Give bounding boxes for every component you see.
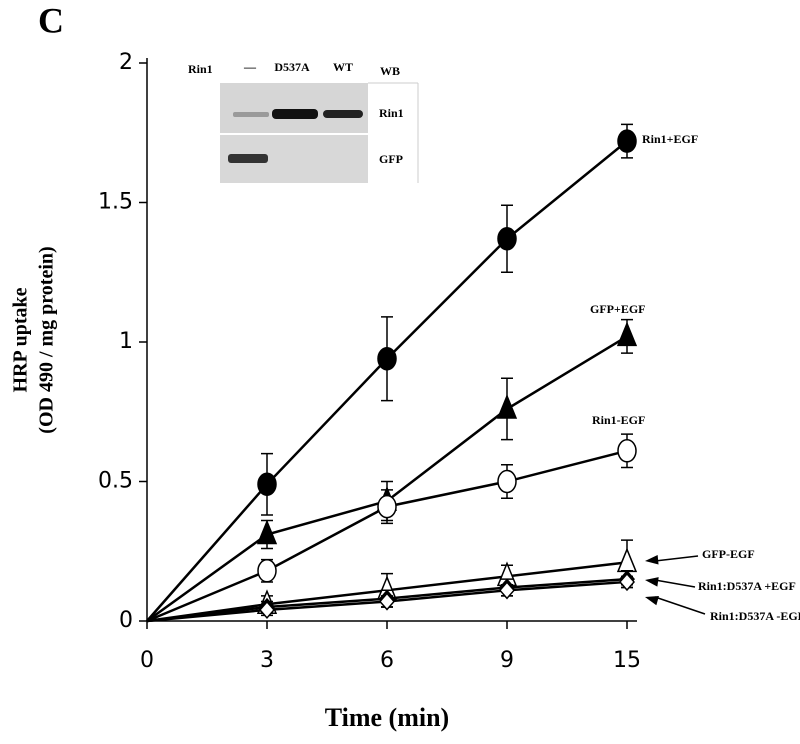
arrow-head	[645, 595, 659, 606]
marker	[619, 572, 635, 592]
marker	[497, 227, 517, 251]
marker	[259, 600, 275, 619]
marker	[497, 469, 517, 494]
inset-label: GFP	[379, 152, 403, 166]
y-axis-label: (OD 490 / mg protein)	[36, 246, 58, 433]
inset: Rin1 — D537A WT WB Rin1 GFP	[188, 60, 419, 183]
inset-label: Rin1	[379, 106, 404, 120]
marker	[257, 559, 277, 583]
arrow	[654, 596, 706, 615]
inset-label: —	[243, 60, 257, 74]
x-tick-label: 6	[380, 648, 394, 673]
arrow	[654, 555, 699, 562]
y-tick-label: 1.5	[98, 190, 133, 215]
marker	[257, 472, 277, 497]
series-label: Rin1-EGF	[592, 413, 645, 427]
marker	[616, 321, 638, 347]
inset-label: WT	[333, 60, 353, 74]
inset-label: WB	[380, 64, 400, 78]
series-label: Rin1:D537A +EGF	[698, 579, 796, 593]
marker	[377, 346, 397, 371]
inset-label: D537A	[274, 60, 310, 74]
marker	[377, 494, 397, 519]
x-tick-label: 15	[613, 648, 641, 673]
band	[233, 112, 269, 117]
arrow	[654, 579, 696, 588]
marker	[617, 129, 637, 153]
marker	[256, 519, 278, 545]
band	[228, 154, 268, 163]
marker	[499, 581, 515, 600]
blot-panel	[220, 83, 368, 133]
x-axis-label: Time (min)	[325, 703, 449, 732]
panel-letter: C	[38, 0, 64, 40]
series-label: GFP+EGF	[590, 302, 646, 316]
marker	[616, 547, 638, 573]
marker	[496, 393, 518, 419]
band	[323, 110, 363, 118]
y-tick-label: 0	[119, 608, 133, 633]
inset-label: Rin1	[188, 62, 213, 76]
marker	[617, 439, 637, 463]
y-tick-label: 2	[119, 50, 133, 75]
y-tick-label: 0.5	[98, 469, 133, 494]
marker	[379, 592, 395, 611]
x-tick-label: 9	[500, 648, 514, 673]
series-label: Rin1+EGF	[642, 132, 698, 146]
series-label: GFP-EGF	[702, 547, 755, 561]
y-axis-label: HRP uptake	[10, 287, 32, 392]
series-label: Rin1:D537A -EGF	[710, 609, 800, 623]
x-tick-label: 3	[260, 648, 274, 673]
arrow-head	[645, 554, 659, 565]
y-tick-label: 1	[119, 329, 133, 354]
x-tick-label: 0	[140, 648, 154, 673]
band	[272, 109, 318, 119]
arrow-head	[645, 577, 659, 587]
